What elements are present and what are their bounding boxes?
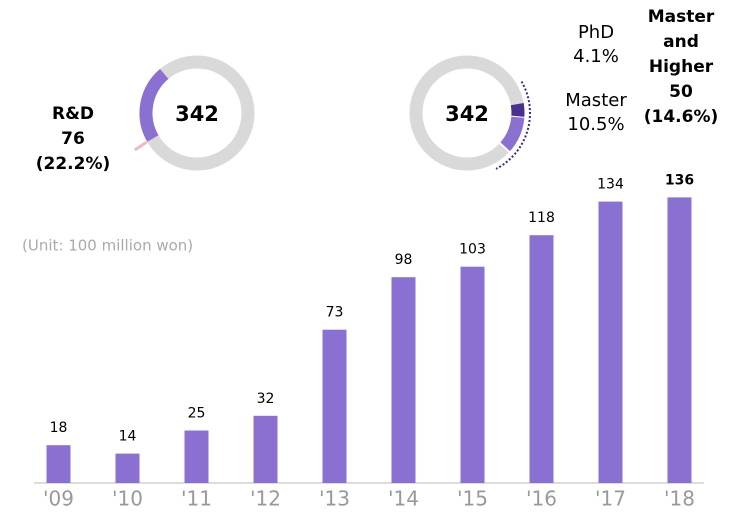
x-tick-label: '15 [457, 487, 488, 511]
segment-name: Master [565, 90, 627, 111]
segment-percent: 10.5% [567, 114, 624, 135]
x-tick-label: '18 [664, 487, 695, 511]
unit-note: (Unit: 100 million won) [22, 237, 193, 255]
value-label: 14 [119, 429, 137, 445]
x-tick-label: '16 [526, 487, 557, 511]
donut-total: 342 [445, 102, 489, 126]
value-label: 134 [597, 177, 624, 193]
value-label: 118 [528, 210, 555, 226]
donut-segment [139, 68, 169, 142]
value-label: 32 [257, 391, 275, 407]
x-tick-label: '13 [319, 487, 350, 511]
bar [253, 415, 278, 483]
leader-line [133, 140, 148, 152]
x-tick-label: '10 [112, 487, 143, 511]
segment-value: 76 [61, 129, 85, 149]
donut-segment [510, 103, 525, 118]
bar [322, 329, 347, 483]
segment-name: R&D [52, 104, 94, 124]
bar [46, 445, 71, 483]
group-label: and [663, 32, 699, 52]
bar [598, 201, 623, 483]
x-tick-label: '11 [181, 487, 212, 511]
x-tick-label: '12 [250, 487, 281, 511]
bar [115, 453, 140, 483]
segment-percent: (22.2%) [36, 154, 111, 174]
group-label: Higher [649, 57, 714, 77]
value-label: 136 [665, 172, 694, 188]
group-bracket [495, 81, 531, 170]
bar [667, 197, 692, 483]
bar [391, 277, 416, 483]
bar [184, 430, 209, 483]
segment-name: PhD [578, 22, 614, 43]
value-label: 103 [459, 242, 486, 258]
x-tick-label: '09 [43, 487, 74, 511]
segment-percent: 4.1% [573, 46, 619, 67]
group-value: 50 [669, 82, 693, 102]
x-tick-label: '14 [388, 487, 419, 511]
value-label: 73 [326, 305, 344, 321]
group-percent: (14.6%) [644, 107, 719, 127]
value-label: 98 [395, 252, 413, 268]
donut-segment [499, 116, 525, 152]
donut-total: 342 [175, 102, 219, 126]
bar [529, 235, 554, 483]
value-label: 25 [188, 406, 206, 422]
value-label: 18 [50, 420, 68, 436]
segment-separator [498, 142, 511, 153]
x-tick-label: '17 [595, 487, 626, 511]
group-label: Master [648, 7, 715, 27]
bar [460, 266, 485, 483]
